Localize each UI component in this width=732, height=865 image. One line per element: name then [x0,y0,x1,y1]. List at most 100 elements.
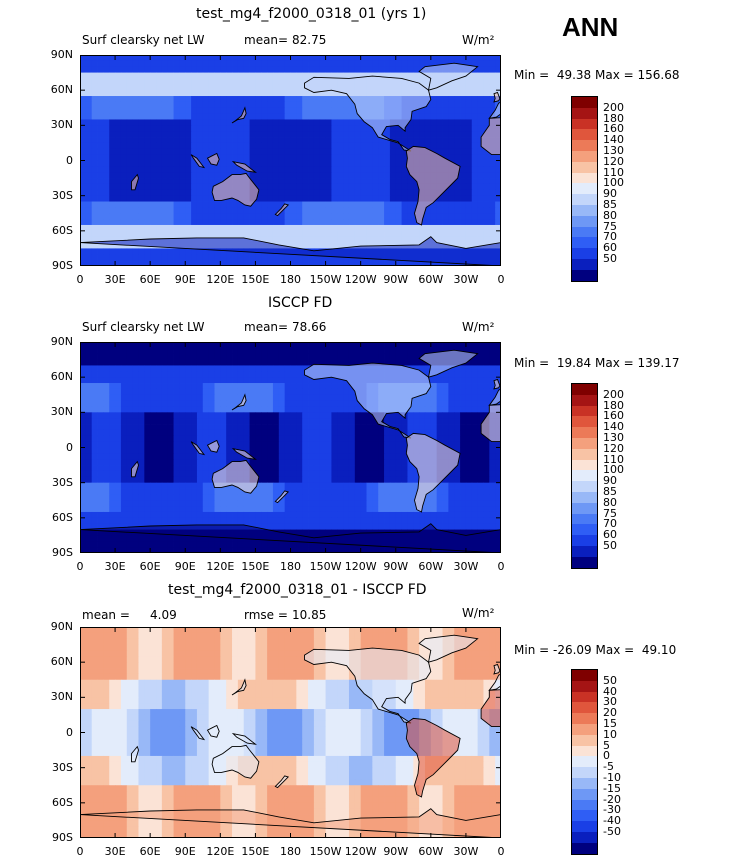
field-cell [97,412,104,419]
field-cell [331,511,338,519]
field-cell [249,55,256,62]
field-cell [302,517,309,525]
field-cell [103,388,110,396]
field-cell [460,178,467,185]
field-cell [91,189,98,197]
field-cell [132,207,139,214]
field-cell [465,400,473,407]
field-cell [85,183,93,191]
field-cell [325,523,332,530]
field-cell [401,418,408,425]
field-cell [150,435,157,443]
field-cell [495,482,501,489]
field-cell [243,66,250,73]
field-cell [448,213,455,220]
field-cell [360,72,367,79]
field-cell [185,388,192,396]
field-cell [196,353,204,360]
field-cell [372,236,379,243]
field-cell [249,60,256,68]
field-cell [150,55,157,62]
field-cell [208,101,215,109]
field-cell [161,178,169,185]
field-cell [419,406,426,413]
field-cell [156,465,163,472]
field-cell [97,470,104,478]
field-cell [161,260,169,266]
field-cell [325,394,332,402]
field-cell [226,347,233,355]
field-cell [401,429,408,437]
field-cell [208,365,215,372]
field-cell [448,412,455,419]
field-cell [348,107,356,115]
field-cell [284,207,291,214]
field-cell [80,195,87,202]
field-cell [290,418,297,425]
field-cell [185,347,192,355]
field-cell [343,72,350,79]
field-cell [343,96,350,103]
field-cell [278,347,286,355]
field-cell [284,224,291,232]
field-cell [138,248,145,255]
field-cell [296,494,303,501]
field-cell [272,523,280,530]
field-cell [401,435,408,443]
field-cell [401,441,408,448]
field-cell [448,125,455,132]
field-cell [407,406,414,413]
field-cell [460,125,467,132]
field-cell [454,137,461,144]
field-cell [348,494,356,501]
field-cell [325,242,332,249]
field-cell [167,441,174,448]
colorbar-swatch [572,194,597,205]
field-cell [202,207,210,214]
field-cell [302,72,309,79]
field-cell [220,201,227,208]
field-cell [384,488,391,495]
field-cell [150,476,157,484]
field-cell [120,230,128,238]
field-cell [331,476,338,484]
field-cell [354,236,362,243]
field-cell [284,447,291,454]
field-cell [80,260,87,266]
field-cell [401,482,408,489]
field-cell [243,125,250,132]
field-cell [103,435,110,443]
field-cell [360,195,367,202]
field-cell [161,254,169,261]
field-cell [156,400,163,407]
field-cell [471,166,479,173]
field-cell [448,506,455,513]
field-cell [161,154,169,161]
field-cell [343,383,350,390]
field-cell [407,424,414,431]
field-cell [290,365,297,372]
field-cell [167,406,174,413]
field-cell [156,342,163,349]
field-cell [302,400,309,407]
field-cell [372,66,379,73]
field-cell [97,465,104,472]
field-cell [138,107,145,115]
field-cell [302,137,309,144]
field-cell [360,172,367,179]
field-cell [331,459,338,466]
field-cell [495,511,501,519]
field-cell [290,166,297,173]
panel1-minmax: Min = 49.38 Max = 156.68 [514,68,680,82]
field-cell [407,125,414,132]
field-cell [454,242,461,249]
field-cell [460,189,467,197]
field-cell [284,435,291,443]
field-cell [167,172,174,179]
field-cell [290,178,297,185]
field-cell [460,511,467,519]
field-cell [120,207,128,214]
field-cell [419,55,426,62]
field-cell [243,424,250,431]
field-cell [442,476,449,484]
